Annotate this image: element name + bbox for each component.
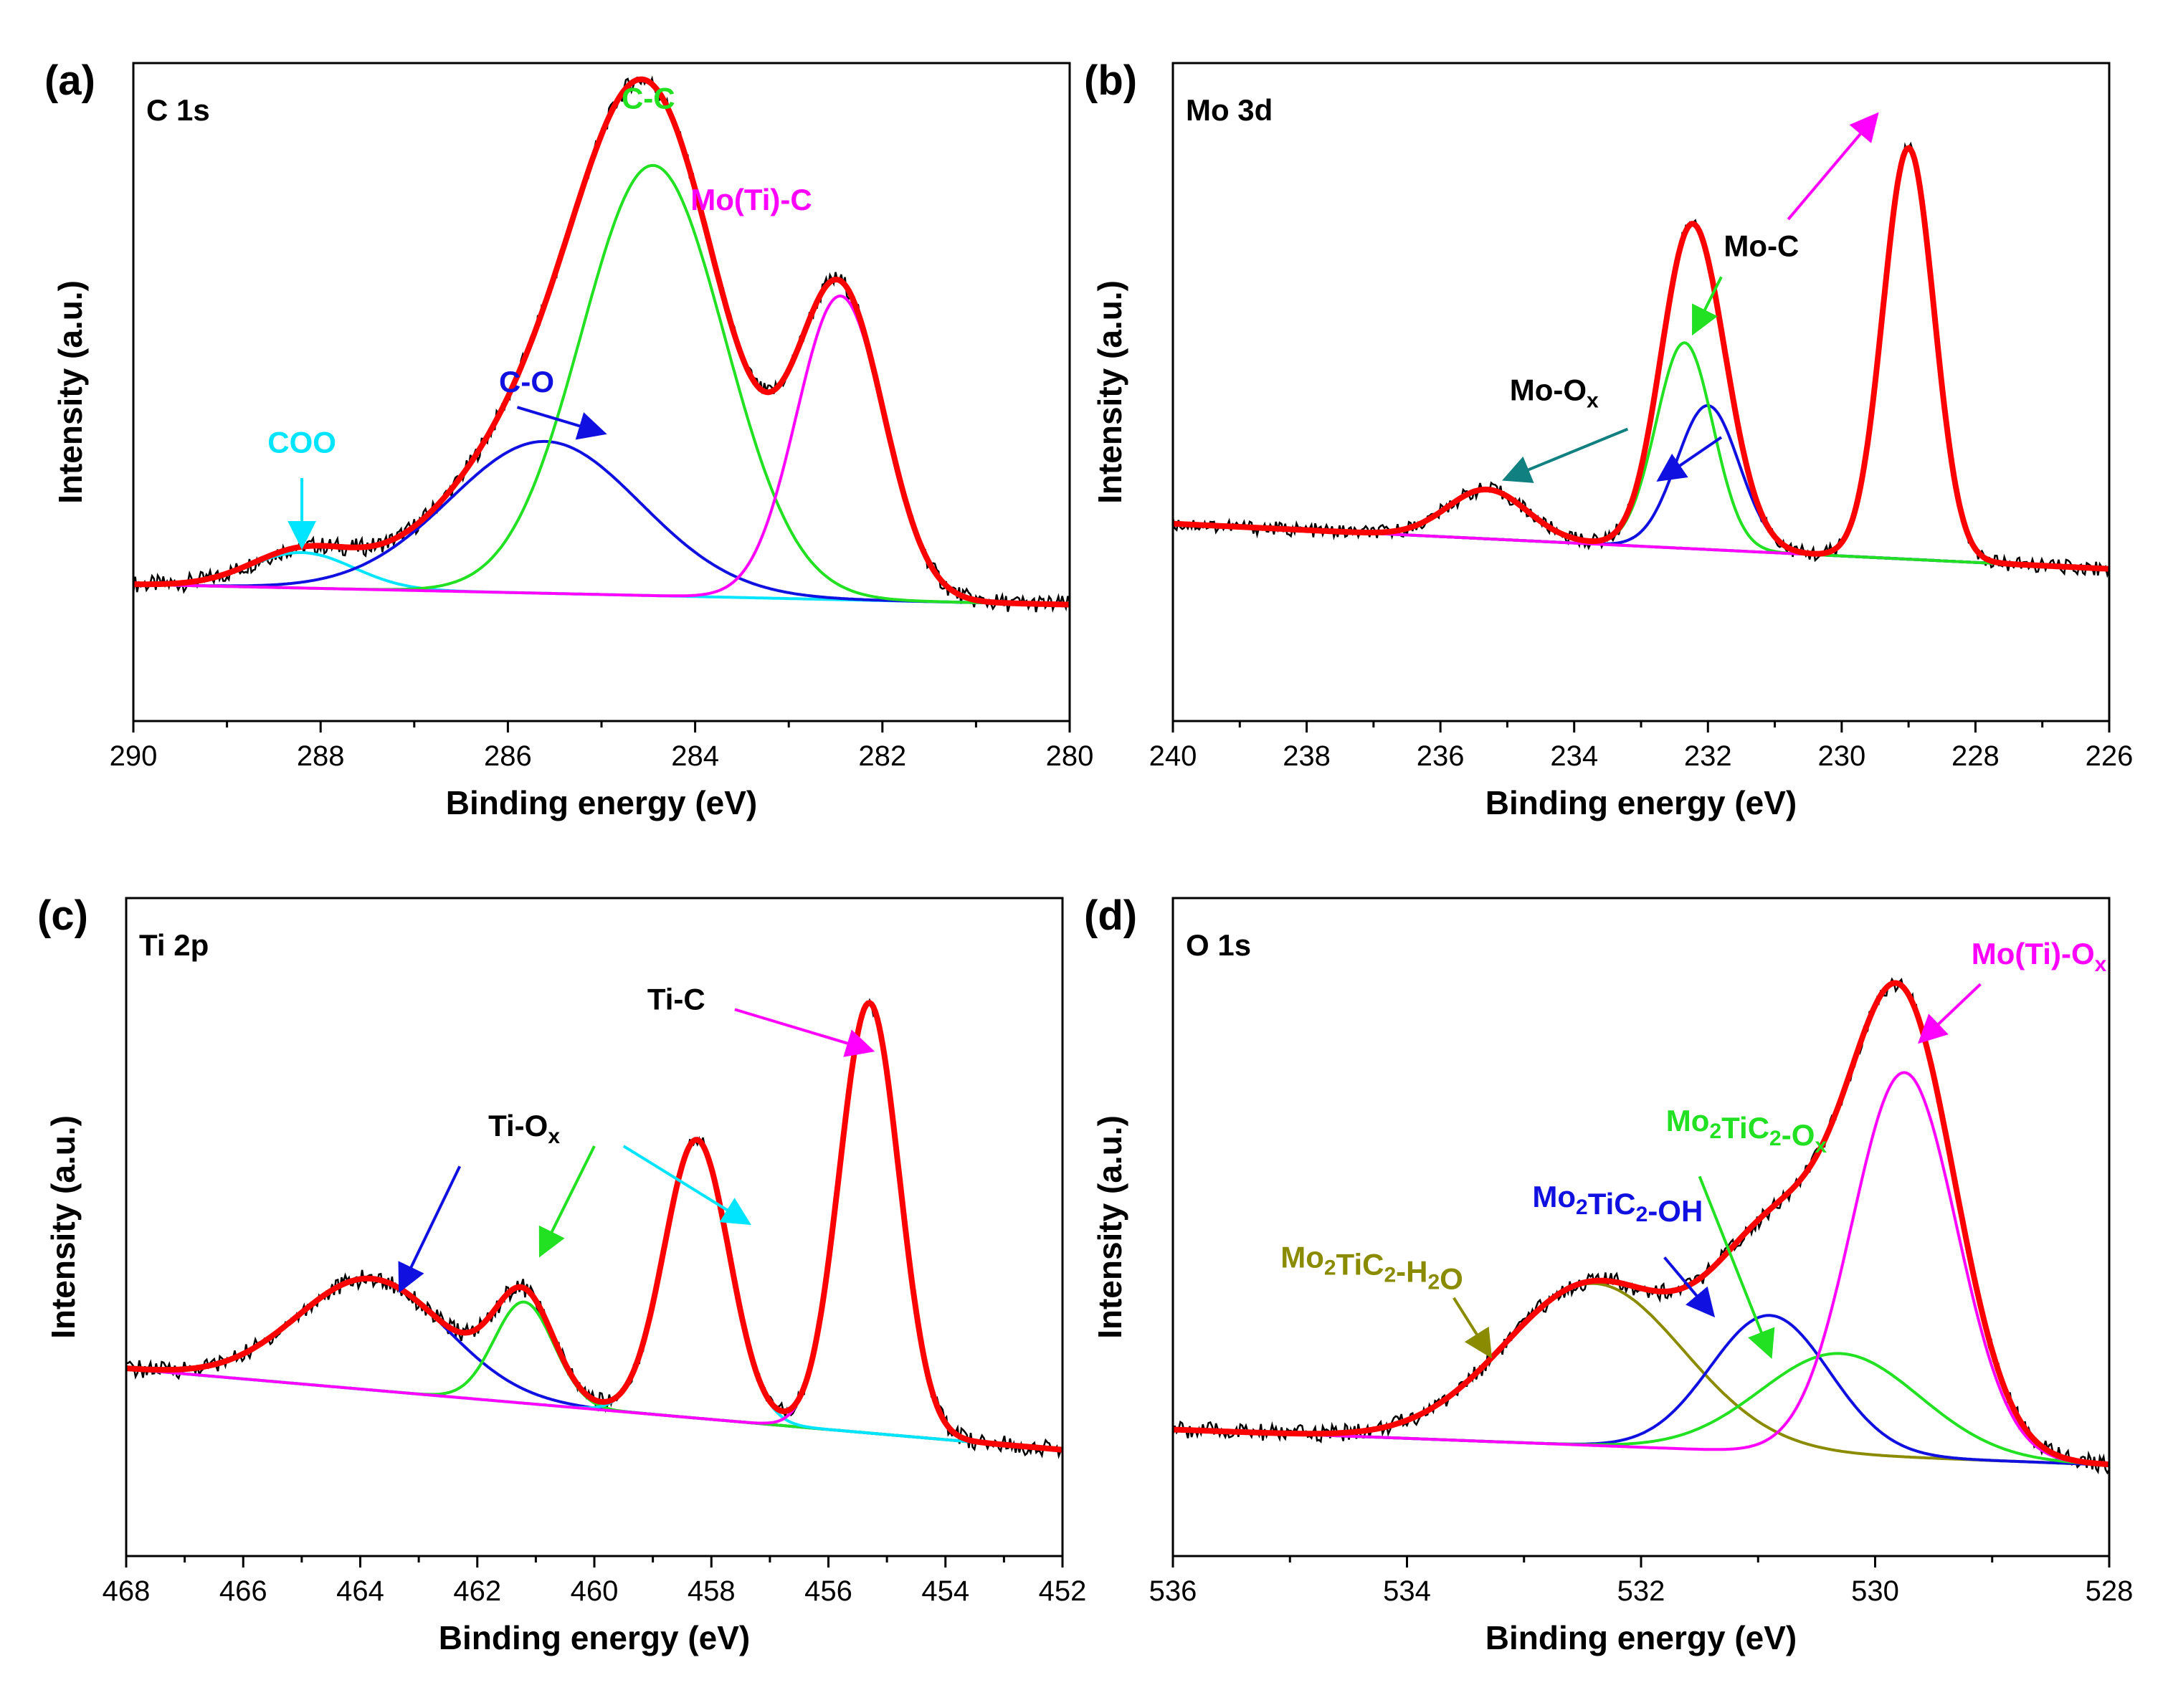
component-line-mo-c-3	[1173, 146, 2109, 571]
x-tick-label: 230	[1817, 740, 1865, 772]
peak-label-c-o: C-O	[499, 365, 554, 399]
fit-envelope-line	[126, 999, 1062, 1453]
x-axis-title: Binding energy (eV)	[446, 784, 757, 821]
annotation-arrow	[622, 1145, 752, 1226]
raw-spectrum-line	[126, 998, 1062, 1459]
y-axis-title: Intensity (a.u.)	[1091, 1115, 1128, 1339]
x-tick-label: 460	[571, 1575, 619, 1607]
chart-panel-c: 468 466 464 462 460 458 456 454 452 Binding energ…	[37, 892, 1086, 1656]
component-line-ti-ox-1	[126, 1300, 1062, 1451]
x-tick-label: 462	[453, 1575, 501, 1607]
x-axis-title: Binding energy (eV)	[1485, 784, 1797, 821]
x-tick-label: 236	[1417, 740, 1465, 772]
peak-label-coo: COO	[267, 426, 336, 459]
annotation-arrow	[1502, 427, 1629, 483]
x-tick-label: 452	[1039, 1575, 1087, 1607]
plot-area	[133, 75, 1070, 614]
annotation-arrow	[734, 1008, 875, 1057]
x-tick-label: 530	[1851, 1575, 1899, 1607]
plot-frame	[125, 897, 1064, 1557]
x-tick-label: 456	[804, 1575, 852, 1607]
x-tick-label: 284	[671, 740, 719, 772]
region-label: O 1s	[1186, 928, 1251, 962]
component-line-ti-c-3	[126, 1001, 1062, 1451]
panel-label: (a)	[44, 57, 95, 104]
x-tick-label: 240	[1149, 740, 1197, 772]
x-tick-label: 282	[858, 740, 906, 772]
annotation-arrow	[1692, 276, 1723, 336]
panel-label: (b)	[1084, 57, 1137, 104]
plot-frame	[1171, 62, 2111, 722]
component-line-c-o-1	[133, 439, 1070, 606]
region-label: C 1s	[146, 93, 210, 127]
x-tick-label: 288	[297, 740, 345, 772]
peak-label-mo: Mo2TiC2-OH	[1532, 1180, 1703, 1228]
annotation-arrow	[1787, 112, 1879, 221]
x-tick-label: 232	[1684, 740, 1732, 772]
peak-label-ti-o: Ti-Ox	[488, 1109, 560, 1148]
annotation-arrow	[1656, 436, 1723, 482]
chart-panel-a: 290 288 286 284 282 280 Binding energy (eV) Int…	[44, 57, 1093, 821]
x-tick-label: 466	[219, 1575, 267, 1607]
annotation-arrow	[1918, 983, 1982, 1044]
raw-spectrum-line	[1173, 141, 2109, 578]
y-axis-title: Intensity (a.u.)	[44, 1115, 82, 1339]
annotation-arrow	[1698, 1175, 1775, 1359]
x-tick-label: 536	[1149, 1575, 1197, 1607]
chart-panel-d: 536 534 532 530 528 Binding energy (eV) Intens…	[1084, 892, 2133, 1656]
x-tick-label: 528	[2086, 1575, 2134, 1607]
y-axis-title: Intensity (a.u.)	[52, 280, 89, 504]
region-label: Ti 2p	[139, 928, 209, 962]
plot-area	[1173, 977, 2109, 1475]
x-tick-label: 226	[2086, 740, 2134, 772]
x-tick-label: 534	[1383, 1575, 1431, 1607]
component-line-mo2tic2-h2o-0	[1173, 1282, 2109, 1466]
x-tick-label: 280	[1046, 740, 1094, 772]
peak-label-mo: Mo2TiC2-H2O	[1280, 1240, 1463, 1295]
annotation-arrow	[516, 406, 607, 440]
component-line-ti-ox-0	[126, 1277, 1062, 1451]
peak-label-mo-o: Mo-Ox	[1510, 373, 1599, 412]
raw-spectrum-line	[133, 75, 1070, 614]
peak-label-c-c: C-C	[622, 82, 675, 115]
y-axis-title: Intensity (a.u.)	[1091, 280, 1128, 504]
plot-frame	[132, 62, 1071, 722]
x-tick-label: 238	[1283, 740, 1331, 772]
peak-label-mo-ti-o: Mo(Ti)-Ox	[1972, 937, 2107, 976]
x-tick-label: 286	[484, 740, 532, 772]
x-tick-label: 468	[103, 1575, 151, 1607]
chart-panel-b: 240 238 236 234 232 230 228 226 Binding energy (…	[1084, 57, 2133, 821]
annotation-arrow	[1663, 1256, 1716, 1318]
x-tick-label: 532	[1617, 1575, 1665, 1607]
region-label: Mo 3d	[1186, 93, 1273, 127]
x-tick-label: 234	[1550, 740, 1598, 772]
annotation-arrow	[398, 1165, 462, 1293]
x-tick-label: 228	[1951, 740, 2000, 772]
panel-label: (d)	[1084, 892, 1137, 939]
annotation-arrow	[1453, 1297, 1493, 1359]
x-axis-title: Binding energy (eV)	[1485, 1619, 1797, 1656]
x-tick-label: 290	[110, 740, 158, 772]
x-tick-label: 458	[688, 1575, 736, 1607]
x-tick-label: 464	[336, 1575, 384, 1607]
x-tick-label: 454	[921, 1575, 969, 1607]
panel-label: (c)	[37, 892, 88, 939]
fit-envelope-line	[133, 76, 1070, 608]
component-line-c-c-2	[133, 163, 1070, 606]
fit-envelope-line	[1173, 144, 2109, 572]
peak-label-mo-ti-c: Mo(Ti)-C	[690, 183, 812, 216]
fit-envelope-line	[1173, 980, 2109, 1468]
plot-area	[126, 998, 1062, 1459]
plot-area	[1173, 141, 2109, 578]
x-axis-title: Binding energy (eV)	[439, 1619, 750, 1656]
annotation-arrow	[538, 1145, 596, 1258]
peak-label-mo-c: Mo-C	[1724, 229, 1799, 263]
peak-label-ti-c: Ti-C	[647, 982, 705, 1016]
peak-label-mo: Mo2TiC2-Ox	[1666, 1104, 1827, 1158]
